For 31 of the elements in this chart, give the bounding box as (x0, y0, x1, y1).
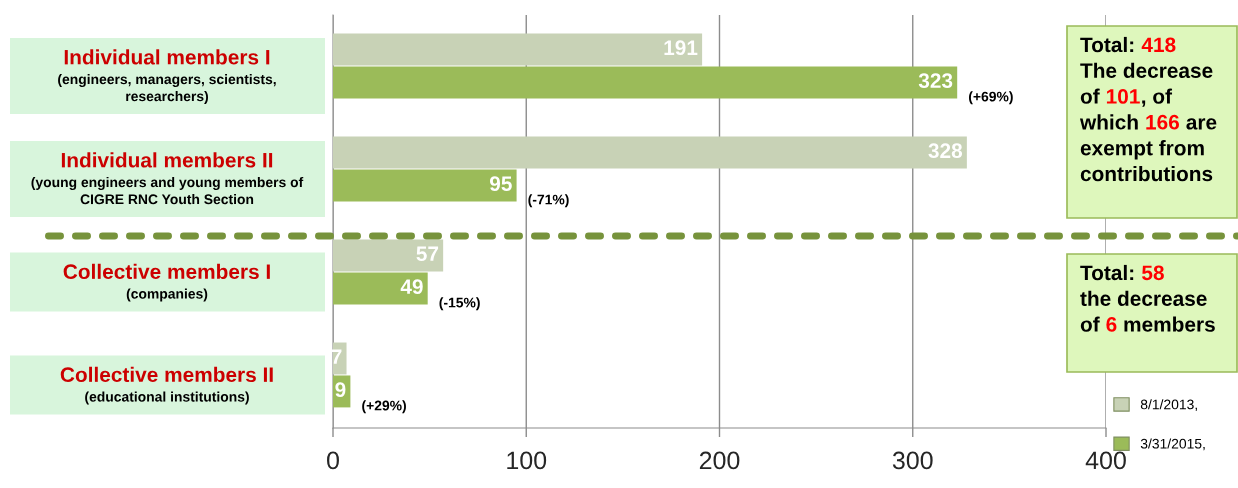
legend-label: 8/1/2013, (1140, 399, 1197, 411)
y-tick-label: Individual members II (young engineers and young members of CIGRE RNC Youth Section (31, 152, 304, 205)
bar (333, 136, 967, 169)
bar (333, 66, 958, 99)
y-tick-label: Collective members II (educational institutions) (60, 366, 273, 405)
annotation: (+69%) (969, 91, 1013, 105)
data-label: 191 (664, 40, 698, 56)
data-label: 95 (489, 176, 512, 192)
data-label: 57 (416, 246, 439, 262)
data-label: 49 (400, 279, 423, 295)
annotation: (+29%) (362, 400, 406, 414)
text: Total: 418 The decrease of 101, of which 166 are exempt from contributions (1079, 36, 1217, 182)
data-label: 9 (335, 382, 346, 398)
y-tick-label: Individual members I (engineers, managers, scientists, researchers) (58, 49, 276, 104)
data-label: 328 (928, 143, 963, 159)
bar (333, 272, 428, 305)
legend-label: 3/31/2015, (1140, 438, 1205, 451)
annotation: (-71%) (528, 194, 569, 208)
x-tick-label: 100 (507, 451, 547, 470)
data-label: 323 (918, 73, 953, 89)
bar (333, 239, 444, 272)
x-tick-label: 300 (892, 451, 933, 470)
bar (333, 169, 517, 202)
y-tick-label: Collective members I (companies) (63, 263, 270, 302)
bar (333, 33, 703, 66)
annotation: (-15%) (439, 297, 480, 311)
x-tick-label: 200 (699, 451, 740, 470)
data-label: 7 (331, 349, 342, 364)
annotation: Total: 58 the decrease of 6 members (1080, 264, 1215, 332)
x-tick-label: 0 (327, 451, 339, 470)
x-tick-label: 400 (1085, 451, 1126, 470)
